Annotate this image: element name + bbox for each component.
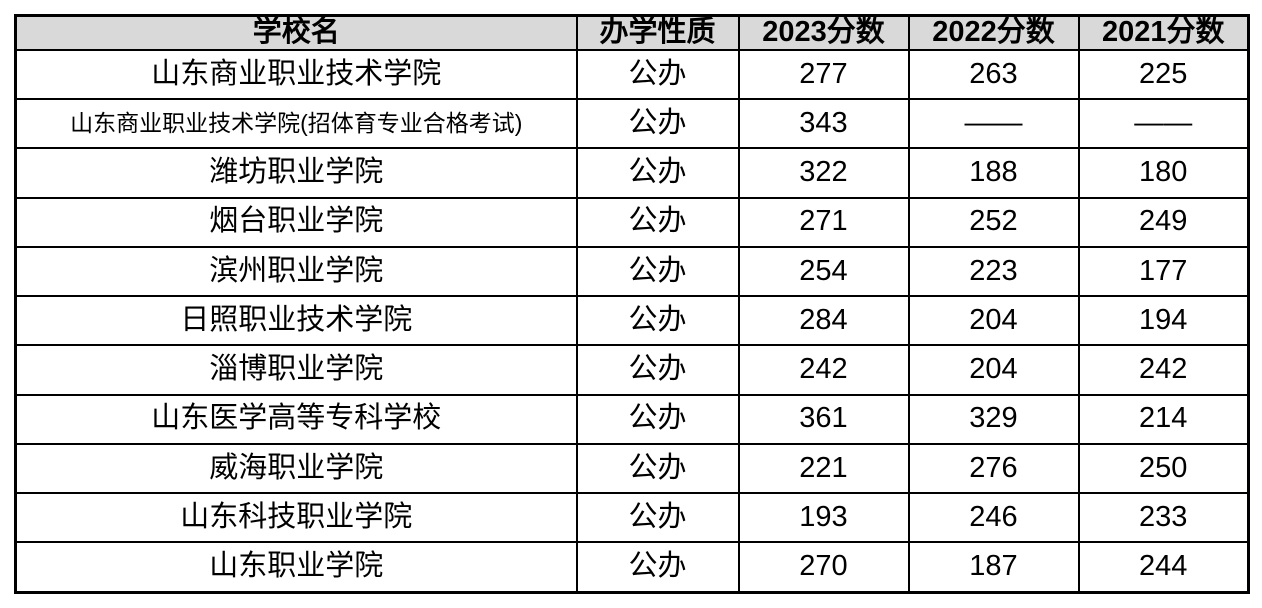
- table-row: 山东商业职业技术学院(招体育专业合格考试) 公办 343 —— ——: [14, 98, 1250, 150]
- table-body: 山东商业职业技术学院 公办 277 263 225 山东商业职业技术学院(招体育专业合格考…: [14, 48, 1250, 594]
- school-name-cell: 山东职业学院: [14, 541, 578, 594]
- score-2023-cell: 284: [737, 295, 910, 347]
- score-2023-cell: 322: [737, 147, 910, 199]
- table-row: 日照职业技术学院 公办 284 204 194: [14, 295, 1250, 347]
- table-row: 山东职业学院 公办 270 187 244: [14, 541, 1250, 594]
- score-2022-cell: 204: [907, 344, 1080, 396]
- table-row: 淄博职业学院 公办 242 204 242: [14, 344, 1250, 396]
- score-2022-cell: 204: [907, 295, 1080, 347]
- ownership-cell: 公办: [575, 344, 740, 396]
- ownership-cell: 公办: [575, 98, 740, 150]
- score-2021-cell: 242: [1077, 344, 1250, 396]
- score-2021-cell: 233: [1077, 492, 1250, 544]
- table-row: 山东医学高等专科学校 公办 361 329 214: [14, 393, 1250, 445]
- score-2021-cell: ——: [1077, 98, 1250, 150]
- score-2022-cell: 246: [907, 492, 1080, 544]
- score-2023-cell: 277: [737, 48, 910, 101]
- school-name-cell: 烟台职业学院: [14, 196, 578, 248]
- score-2021-cell: 244: [1077, 541, 1250, 594]
- school-name-cell: 山东商业职业技术学院: [14, 48, 578, 101]
- score-2022-cell: 223: [907, 245, 1080, 298]
- ownership-cell: 公办: [575, 393, 740, 445]
- school-name-cell: 淄博职业学院: [14, 344, 578, 396]
- score-2022-cell: 329: [907, 393, 1080, 445]
- school-name-cell: 威海职业学院: [14, 442, 578, 495]
- ownership-cell: 公办: [575, 295, 740, 347]
- score-2023-cell: 193: [737, 492, 910, 544]
- table-row: 烟台职业学院 公办 271 252 249: [14, 196, 1250, 248]
- school-name-cell: 潍坊职业学院: [14, 147, 578, 199]
- score-2022-cell: 263: [907, 48, 1080, 101]
- header-score-2023: 2023分数: [737, 14, 910, 51]
- score-2021-cell: 214: [1077, 393, 1250, 445]
- score-2021-cell: 194: [1077, 295, 1250, 347]
- ownership-cell: 公办: [575, 245, 740, 298]
- score-2023-cell: 270: [737, 541, 910, 594]
- table-row: 山东科技职业学院 公办 193 246 233: [14, 492, 1250, 544]
- score-2023-cell: 343: [737, 98, 910, 150]
- ownership-cell: 公办: [575, 541, 740, 594]
- score-2023-cell: 254: [737, 245, 910, 298]
- header-school-name: 学校名: [14, 14, 578, 51]
- score-2023-cell: 271: [737, 196, 910, 248]
- ownership-cell: 公办: [575, 147, 740, 199]
- ownership-cell: 公办: [575, 48, 740, 101]
- ownership-cell: 公办: [575, 492, 740, 544]
- ownership-cell: 公办: [575, 442, 740, 495]
- score-2023-cell: 221: [737, 442, 910, 495]
- school-name-cell: 山东商业职业技术学院(招体育专业合格考试): [14, 98, 578, 150]
- school-name-cell: 滨州职业学院: [14, 245, 578, 298]
- score-2022-cell: 276: [907, 442, 1080, 495]
- score-2023-cell: 361: [737, 393, 910, 445]
- score-2021-cell: 249: [1077, 196, 1250, 248]
- score-2021-cell: 180: [1077, 147, 1250, 199]
- header-ownership: 办学性质: [575, 14, 740, 51]
- school-name-cell: 山东科技职业学院: [14, 492, 578, 544]
- school-name-cell: 山东医学高等专科学校: [14, 393, 578, 445]
- table-row: 滨州职业学院 公办 254 223 177: [14, 245, 1250, 298]
- score-2022-cell: ——: [907, 98, 1080, 150]
- header-row: 学校名 办学性质 2023分数 2022分数 2021分数: [14, 14, 1250, 51]
- score-2023-cell: 242: [737, 344, 910, 396]
- header-score-2022: 2022分数: [907, 14, 1080, 51]
- table-row: 潍坊职业学院 公办 322 188 180: [14, 147, 1250, 199]
- table-row: 威海职业学院 公办 221 276 250: [14, 442, 1250, 495]
- table-row: 山东商业职业技术学院 公办 277 263 225: [14, 48, 1250, 101]
- admission-scores-table: 学校名 办学性质 2023分数 2022分数 2021分数 山东商业职业技术学院…: [14, 14, 1250, 594]
- score-2021-cell: 225: [1077, 48, 1250, 101]
- school-name-cell: 日照职业技术学院: [14, 295, 578, 347]
- score-2021-cell: 177: [1077, 245, 1250, 298]
- score-2022-cell: 188: [907, 147, 1080, 199]
- header-score-2021: 2021分数: [1077, 14, 1250, 51]
- score-2022-cell: 252: [907, 196, 1080, 248]
- score-2022-cell: 187: [907, 541, 1080, 594]
- score-2021-cell: 250: [1077, 442, 1250, 495]
- ownership-cell: 公办: [575, 196, 740, 248]
